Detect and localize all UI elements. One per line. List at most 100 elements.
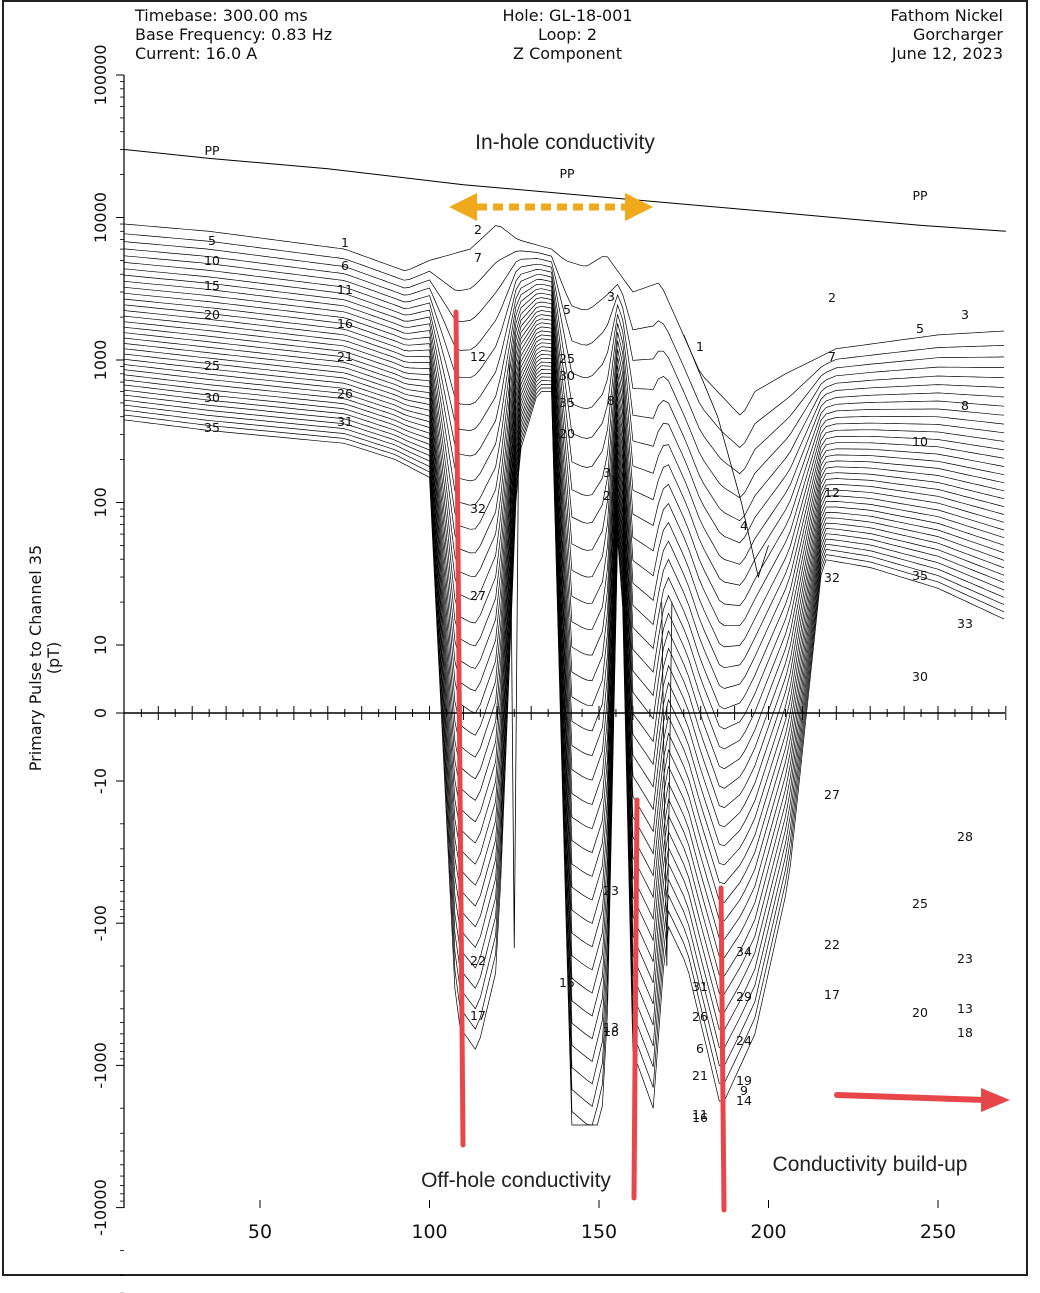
build-up-arrow-shaft <box>834 1092 988 1103</box>
y-tick-label: 100 <box>91 487 110 518</box>
curve-label-lower-center: 22 <box>470 953 486 968</box>
curve-label-left-b: 11 <box>337 282 353 297</box>
series-line-ch10 <box>124 286 1005 627</box>
curve-label-lower-right: 23 <box>957 951 973 966</box>
series-line-ch17 <box>124 322 1005 770</box>
y-tick-label: 1000 <box>91 340 110 381</box>
y-tick-label: -10000 <box>91 1179 110 1236</box>
curve-label-right: 10 <box>912 434 928 449</box>
curve-label-lower-right: 13 <box>957 1001 973 1016</box>
curve-label-left-b: 21 <box>337 349 353 364</box>
y-tick-label: 0 <box>91 708 110 718</box>
build-up-annotation: Conductivity build-up <box>773 1153 968 1176</box>
off-hole-marker-1 <box>453 309 466 1148</box>
y-tick-label: 10000 <box>91 192 110 243</box>
curve-label-center: 32 <box>470 501 486 516</box>
company-text: Fathom Nickel <box>890 6 1003 25</box>
series-line-ch25 <box>124 354 1005 924</box>
curve-label-lower-center: 23 <box>603 883 619 898</box>
curve-label-left-b: 31 <box>337 414 353 429</box>
curve-label-right: 12 <box>824 485 840 500</box>
curve-label-lower-center: 15 <box>559 975 575 990</box>
y-tick-label: -100 <box>91 905 110 941</box>
base-frequency-text: Base Frequency: 0.83 Hz <box>135 25 333 44</box>
x-tick-label: 150 <box>581 1221 617 1243</box>
curve-label-center: 12 <box>470 349 486 364</box>
curve-label-center: 30 <box>559 368 575 383</box>
series-line-ch30 <box>124 372 1005 1040</box>
series-line-ch23 <box>124 346 1005 885</box>
header-left: Timebase: 300.00 ms Base Frequency: 0.83… <box>135 6 332 63</box>
curve-label-lower-mid: 21 <box>692 1068 708 1083</box>
spike-feature <box>508 359 520 949</box>
curve-label-center: 33 <box>603 465 619 480</box>
series-line-ch33 <box>124 383 1005 1108</box>
curve-label-left-b: 6 <box>341 258 349 273</box>
curve-label-left-a: 25 <box>204 358 220 373</box>
series-line-ch21 <box>124 338 1005 847</box>
series-line-ch6 <box>124 262 1005 544</box>
curve-label-center: 28 <box>603 488 619 503</box>
project-text: Gorcharger <box>912 25 1003 44</box>
series-line-ch5 <box>124 255 1005 522</box>
y-tick-label: -1000 <box>91 1042 110 1089</box>
x-tick-label: 50 <box>248 1221 272 1243</box>
curve-label-lower-center: 17 <box>470 1008 486 1023</box>
series-line-ch9 <box>124 280 1005 606</box>
series-line-ch34 <box>124 387 1005 1126</box>
curve-label-lower-center: 18 <box>603 1024 619 1039</box>
curve-label-lower-mid: 34 <box>736 944 752 959</box>
series-line-ch8 <box>124 274 1005 586</box>
series-line-ch3 <box>124 241 1005 475</box>
series-line-ch1 <box>124 223 1005 416</box>
series-line-ch22 <box>124 342 1005 866</box>
curve-label-left-a: 30 <box>204 390 220 405</box>
series-line-ch28 <box>124 365 1005 994</box>
series-line-ch12 <box>124 298 1005 669</box>
series-line-ch16 <box>124 318 1005 750</box>
curve-label-right: 33 <box>957 616 973 631</box>
curve-label-lower-right: 18 <box>957 1025 973 1040</box>
series-line-ch20 <box>124 334 1005 828</box>
curve-label-lower-mid: 16 <box>692 1110 708 1125</box>
date-text: June 12, 2023 <box>891 44 1003 63</box>
curve-label-left-a: 10 <box>204 253 220 268</box>
series-line-ch19 <box>124 330 1005 809</box>
curve-label-center: 20 <box>559 426 575 441</box>
series-line-ch13 <box>124 304 1005 689</box>
series-line-ch14 <box>124 310 1005 710</box>
y-tick-label: -10 <box>91 768 110 794</box>
curve-label-left-a: 5 <box>208 233 216 248</box>
series-line-ch31 <box>124 376 1005 1062</box>
curve-label-right: 3 <box>961 307 969 322</box>
series-line-ch4 <box>124 248 1005 499</box>
timebase-text: Timebase: 300.00 ms <box>135 6 308 25</box>
curve-label-right: 30 <box>912 669 928 684</box>
curve-label-lower-mid: 11 <box>692 1107 708 1122</box>
curve-label-right: 8 <box>961 398 969 413</box>
curve-label-lower-mid: 6 <box>696 1041 704 1056</box>
x-tick-label: 100 <box>411 1221 447 1243</box>
curve-label-pp: PP <box>204 143 220 158</box>
series-line-ch18 <box>124 326 1005 789</box>
current-text: Current: 16.0 A <box>135 44 258 63</box>
series-line-ch35 <box>124 391 1005 1126</box>
series-line-ch26 <box>124 357 1005 948</box>
curve-label-layer: PPPPPP5101520253035161116212631271232275… <box>204 143 973 1125</box>
curve-label-left-b: 16 <box>337 316 353 331</box>
in-hole-arrow-right-head <box>625 193 653 221</box>
curve-label-lower-right: 20 <box>912 1005 928 1020</box>
curve-label-center: 5 <box>563 302 571 317</box>
curve-label-lower-mid: 31 <box>692 979 708 994</box>
curve-label-lower-center: 13 <box>603 1020 619 1035</box>
curve-label-left-b: 1 <box>341 235 349 250</box>
y-tick-label: 10 <box>91 635 110 655</box>
curve-label-center: 8 <box>607 393 615 408</box>
curve-label-right: 2 <box>828 290 836 305</box>
curve-label-lower-mid: 29 <box>736 989 752 1004</box>
curve-label-lower-mid: 14 <box>736 1093 752 1108</box>
series-line-ch29 <box>124 369 1005 1017</box>
curve-label-center: 7 <box>474 250 482 265</box>
